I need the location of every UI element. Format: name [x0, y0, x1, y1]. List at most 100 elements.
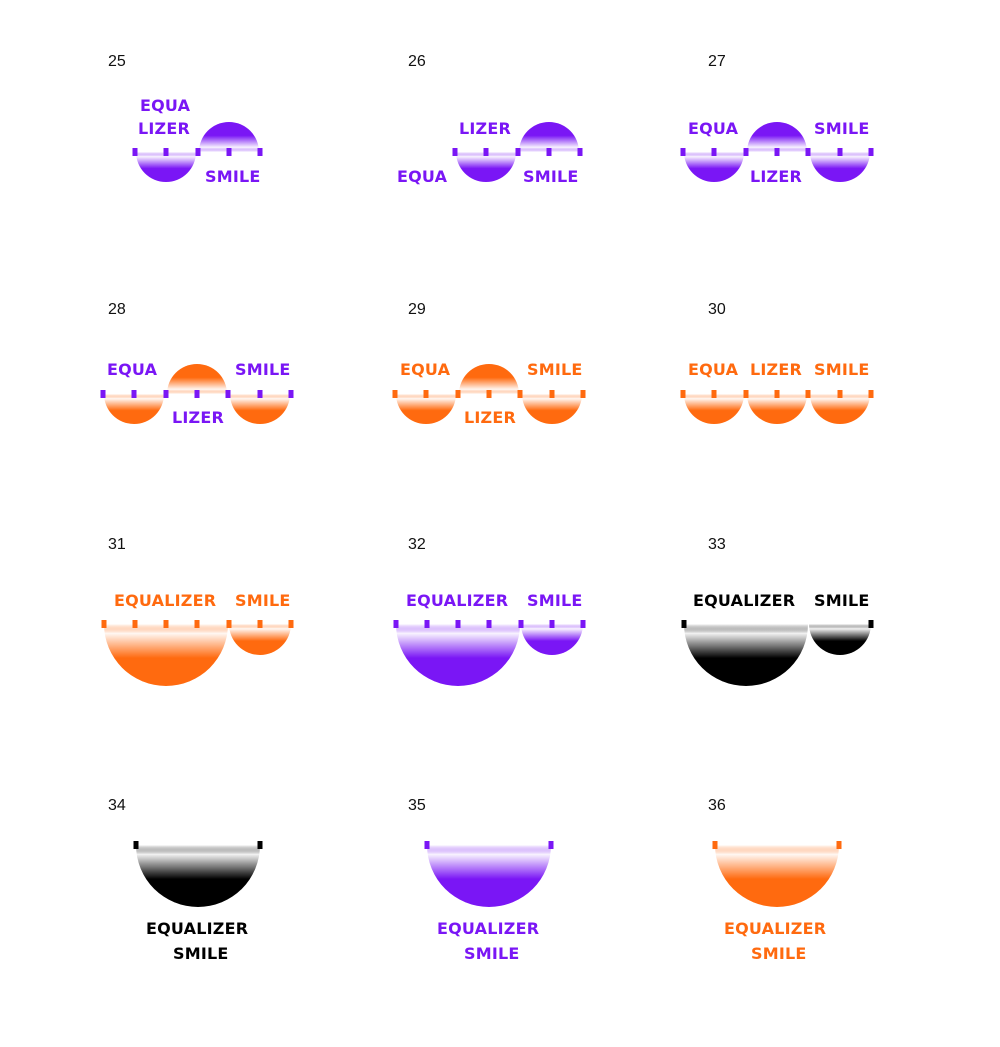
logo-text: LIZER [750, 167, 802, 186]
tick-mark [580, 620, 586, 628]
logo-text: LIZER [172, 408, 224, 427]
tick-mark [743, 148, 749, 156]
logo-text: LIZER [464, 408, 516, 427]
tick-mark [711, 148, 717, 156]
tick-mark [163, 148, 169, 156]
tick-mark [680, 148, 686, 156]
tick-mark [517, 390, 523, 398]
half-circle-shape [715, 845, 839, 907]
tick-mark [288, 620, 294, 628]
half-circle-shape [519, 122, 579, 152]
tick-mark [132, 620, 138, 628]
logo-text: EQUA [688, 360, 739, 379]
tick-mark [194, 620, 200, 628]
variant-number: 35 [408, 797, 426, 814]
logo-text: SMILE [523, 167, 579, 186]
tick-mark [518, 620, 524, 628]
logo-text: EQUALIZER [146, 919, 249, 938]
variant-number: 27 [708, 53, 726, 70]
tick-mark [868, 390, 874, 398]
tick-mark [257, 620, 263, 628]
logo-text: LIZER [138, 119, 190, 138]
tick-mark [131, 390, 137, 398]
logo-text: LIZER [459, 119, 511, 138]
variant-number: 34 [108, 797, 126, 814]
tick-mark [549, 390, 555, 398]
tick-mark [743, 390, 749, 398]
tick-mark [393, 620, 399, 628]
logo-text: SMILE [235, 591, 291, 610]
half-circle-shape [229, 624, 291, 655]
tick-mark [455, 390, 461, 398]
half-circle-shape [684, 394, 744, 424]
half-circle-shape [167, 364, 227, 394]
half-circle-shape [747, 394, 807, 424]
tick-mark [133, 841, 139, 849]
logo-text: SMILE [527, 591, 583, 610]
half-circle-shape [684, 152, 744, 182]
tick-mark [549, 620, 555, 628]
tick-mark [101, 620, 107, 628]
tick-mark [577, 148, 583, 156]
tick-mark [805, 390, 811, 398]
tick-mark [452, 148, 458, 156]
tick-mark [546, 148, 552, 156]
variant-number: 29 [408, 301, 426, 318]
tick-mark [257, 390, 263, 398]
tick-mark [226, 620, 232, 628]
logo-text: EQUALIZER [724, 919, 827, 938]
tick-mark [195, 148, 201, 156]
tick-mark [580, 390, 586, 398]
half-circle-shape [199, 122, 259, 152]
logo-text: EQUALIZER [114, 591, 217, 610]
logo-text: EQUALIZER [437, 919, 540, 938]
tick-mark [548, 841, 554, 849]
half-circle-shape [810, 152, 870, 182]
tick-mark [132, 148, 138, 156]
half-circle-shape [684, 624, 808, 686]
tick-mark [681, 620, 687, 628]
half-circle-shape [459, 364, 519, 394]
logo-text: SMILE [464, 944, 520, 963]
half-circle-shape [230, 394, 290, 424]
logo-text: EQUALIZER [693, 591, 796, 610]
tick-mark [836, 841, 842, 849]
variant-number: 33 [708, 536, 726, 553]
tick-mark [483, 148, 489, 156]
logo-text: EQUALIZER [406, 591, 509, 610]
tick-mark [226, 148, 232, 156]
half-circle-shape [396, 394, 456, 424]
half-circle-shape [104, 394, 164, 424]
tick-mark [455, 620, 461, 628]
variant-number: 32 [408, 536, 426, 553]
variant-number: 36 [708, 797, 726, 814]
tick-mark [194, 390, 200, 398]
half-circle-shape [136, 845, 260, 907]
tick-mark [257, 841, 263, 849]
tick-mark [837, 148, 843, 156]
tick-mark [774, 390, 780, 398]
tick-mark [680, 390, 686, 398]
tick-mark [163, 620, 169, 628]
variant-number: 30 [708, 301, 726, 318]
tick-mark [486, 620, 492, 628]
tick-mark [423, 390, 429, 398]
logo-text: EQUA [140, 96, 191, 115]
logo-text: SMILE [814, 360, 870, 379]
tick-mark [486, 390, 492, 398]
tick-mark [225, 390, 231, 398]
logo-text: SMILE [814, 119, 870, 138]
half-circle-shape [521, 624, 583, 655]
half-circle-shape [747, 122, 807, 152]
logo-text: EQUA [400, 360, 451, 379]
tick-mark [257, 148, 263, 156]
variant-number: 25 [108, 53, 126, 70]
tick-mark [100, 390, 106, 398]
tick-mark [837, 390, 843, 398]
tick-mark [868, 148, 874, 156]
half-circle-shape [456, 152, 516, 182]
tick-mark [868, 620, 874, 628]
logo-text: LIZER [750, 360, 802, 379]
variant-number: 28 [108, 301, 126, 318]
